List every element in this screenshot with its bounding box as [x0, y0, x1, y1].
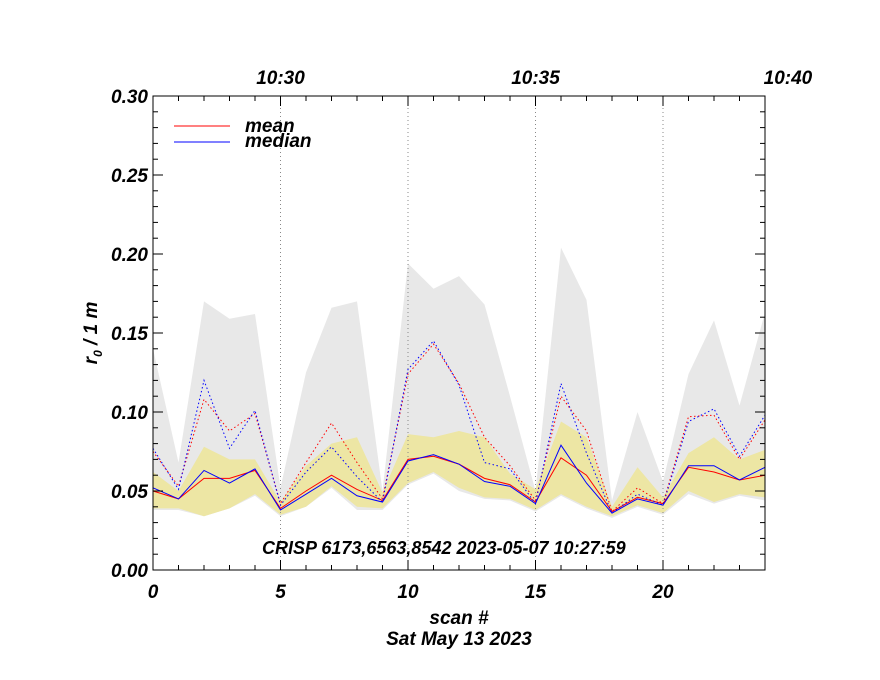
x-tick-label: 10	[397, 582, 419, 603]
y-tick-label: 0.20	[111, 245, 148, 266]
y-tick-label: 0.30	[111, 87, 148, 108]
top-time-label: 10:40	[764, 68, 813, 89]
x-tick-label: 0	[148, 582, 159, 603]
y-axis-title: r0 / 1 m	[81, 302, 105, 365]
x-tick-label: 5	[275, 582, 286, 603]
legend-label-median: median	[245, 131, 312, 152]
legend: mean median	[174, 116, 312, 152]
grid-layer	[280, 96, 664, 570]
ticks-layer	[152, 95, 766, 571]
x-axis-date: Sat May 13 2023	[386, 629, 532, 650]
bands-layer	[153, 247, 765, 518]
y-tick-label: 0.00	[111, 561, 148, 582]
y-axis-title-rest: / 1 m	[81, 302, 102, 351]
y-tick-label: 0.25	[111, 166, 148, 187]
legend-label-mean: mean	[245, 116, 295, 137]
y-tick-label: 0.15	[111, 324, 148, 345]
x-tick-label: 15	[525, 582, 547, 603]
labels-layer: 0.00 0.05 0.10 0.15 0.20 0.25 0.30 0 5 10 15 20 10:3…	[111, 68, 813, 603]
series-line-median	[152, 444, 766, 514]
y-tick-label: 0.05	[111, 482, 148, 503]
band-spread	[153, 421, 765, 517]
x-axis-title: scan #	[429, 608, 489, 629]
top-time-label: 10:35	[511, 68, 560, 89]
y-axis-title-sub: 0	[91, 350, 105, 357]
series-layer	[152, 340, 766, 514]
band-range	[153, 247, 765, 518]
x-tick-label: 20	[651, 582, 674, 603]
chart-annotation: CRISP 6173,6563,8542 2023-05-07 10:27:59	[262, 538, 626, 558]
y-axis-title-r: r	[81, 355, 102, 364]
y-tick-label: 0.10	[111, 403, 148, 424]
series-line-mean-upper-	[152, 343, 766, 513]
top-time-label: 10:30	[256, 68, 305, 89]
